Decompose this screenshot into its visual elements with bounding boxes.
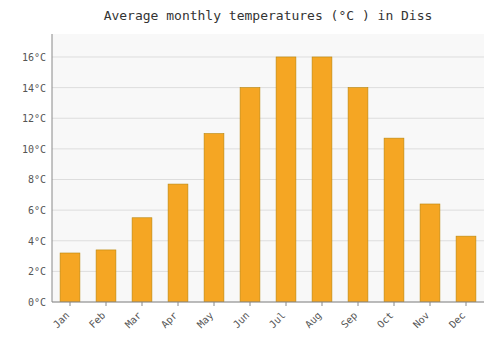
grid-line <box>52 179 484 180</box>
grid-line <box>52 118 484 119</box>
bar <box>204 134 224 302</box>
x-tick-label: Nov <box>411 310 432 331</box>
x-tick <box>286 302 287 306</box>
x-tick <box>250 302 251 306</box>
grid-line <box>52 148 484 149</box>
x-tick-label: Mar <box>123 310 144 331</box>
x-tick <box>466 302 467 306</box>
y-tick-label: 0°C <box>28 297 46 308</box>
bar <box>384 138 404 302</box>
x-tick <box>106 302 107 306</box>
y-tick-label: 12°C <box>22 113 46 124</box>
grid <box>52 57 484 302</box>
grid-line <box>52 271 484 272</box>
x-tick <box>214 302 215 306</box>
bar <box>276 57 296 302</box>
x-tick <box>394 302 395 306</box>
y-tick-label: 16°C <box>22 52 46 63</box>
y-tick-label: 2°C <box>28 266 46 277</box>
x-tick-label: Sep <box>339 310 360 331</box>
x-tick-label: Jun <box>231 310 252 331</box>
x-tick <box>358 302 359 306</box>
x-tick <box>430 302 431 306</box>
bar <box>456 236 476 302</box>
bar <box>60 253 80 302</box>
chart-svg: Average monthly temperatures (°C ) in Di… <box>0 0 500 350</box>
grid-line <box>52 240 484 241</box>
bar <box>420 204 440 302</box>
x-tick-label: Jan <box>51 310 72 331</box>
y-tick-label: 4°C <box>28 236 46 247</box>
y-tick-label: 8°C <box>28 174 46 185</box>
bars <box>60 57 476 302</box>
x-tick-label: Feb <box>87 310 108 331</box>
grid-line <box>52 56 484 57</box>
x-tick <box>142 302 143 306</box>
bar <box>240 88 260 302</box>
page: {"chart_data": {"type": "bar", "title": … <box>0 0 500 350</box>
bar <box>348 88 368 302</box>
bar <box>132 218 152 302</box>
y-tick-label: 14°C <box>22 83 46 94</box>
chart-container: Average monthly temperatures (°C ) in Di… <box>0 0 500 350</box>
x-tick <box>322 302 323 306</box>
x-tick <box>70 302 71 306</box>
bar <box>312 57 332 302</box>
y-tick-label: 6°C <box>28 205 46 216</box>
grid-line <box>52 87 484 88</box>
plot-background <box>52 34 484 302</box>
grid-line <box>52 210 484 211</box>
x-tick <box>178 302 179 306</box>
title: Average monthly temperatures (°C ) in Di… <box>104 8 433 23</box>
y-axis-line <box>52 34 53 302</box>
y-tick-label: 10°C <box>22 144 46 155</box>
grid-line <box>52 302 484 303</box>
x-tick-label: Aug <box>303 310 324 331</box>
x-tick-label: Dec <box>447 310 468 331</box>
x-tick-label: Jul <box>267 310 288 331</box>
bar <box>168 184 188 302</box>
x-tick-label: May <box>195 310 216 331</box>
x-tick-label: Apr <box>159 310 180 331</box>
x-axis-line <box>52 302 484 303</box>
bar <box>96 250 116 302</box>
x-tick-label: Oct <box>375 310 396 331</box>
